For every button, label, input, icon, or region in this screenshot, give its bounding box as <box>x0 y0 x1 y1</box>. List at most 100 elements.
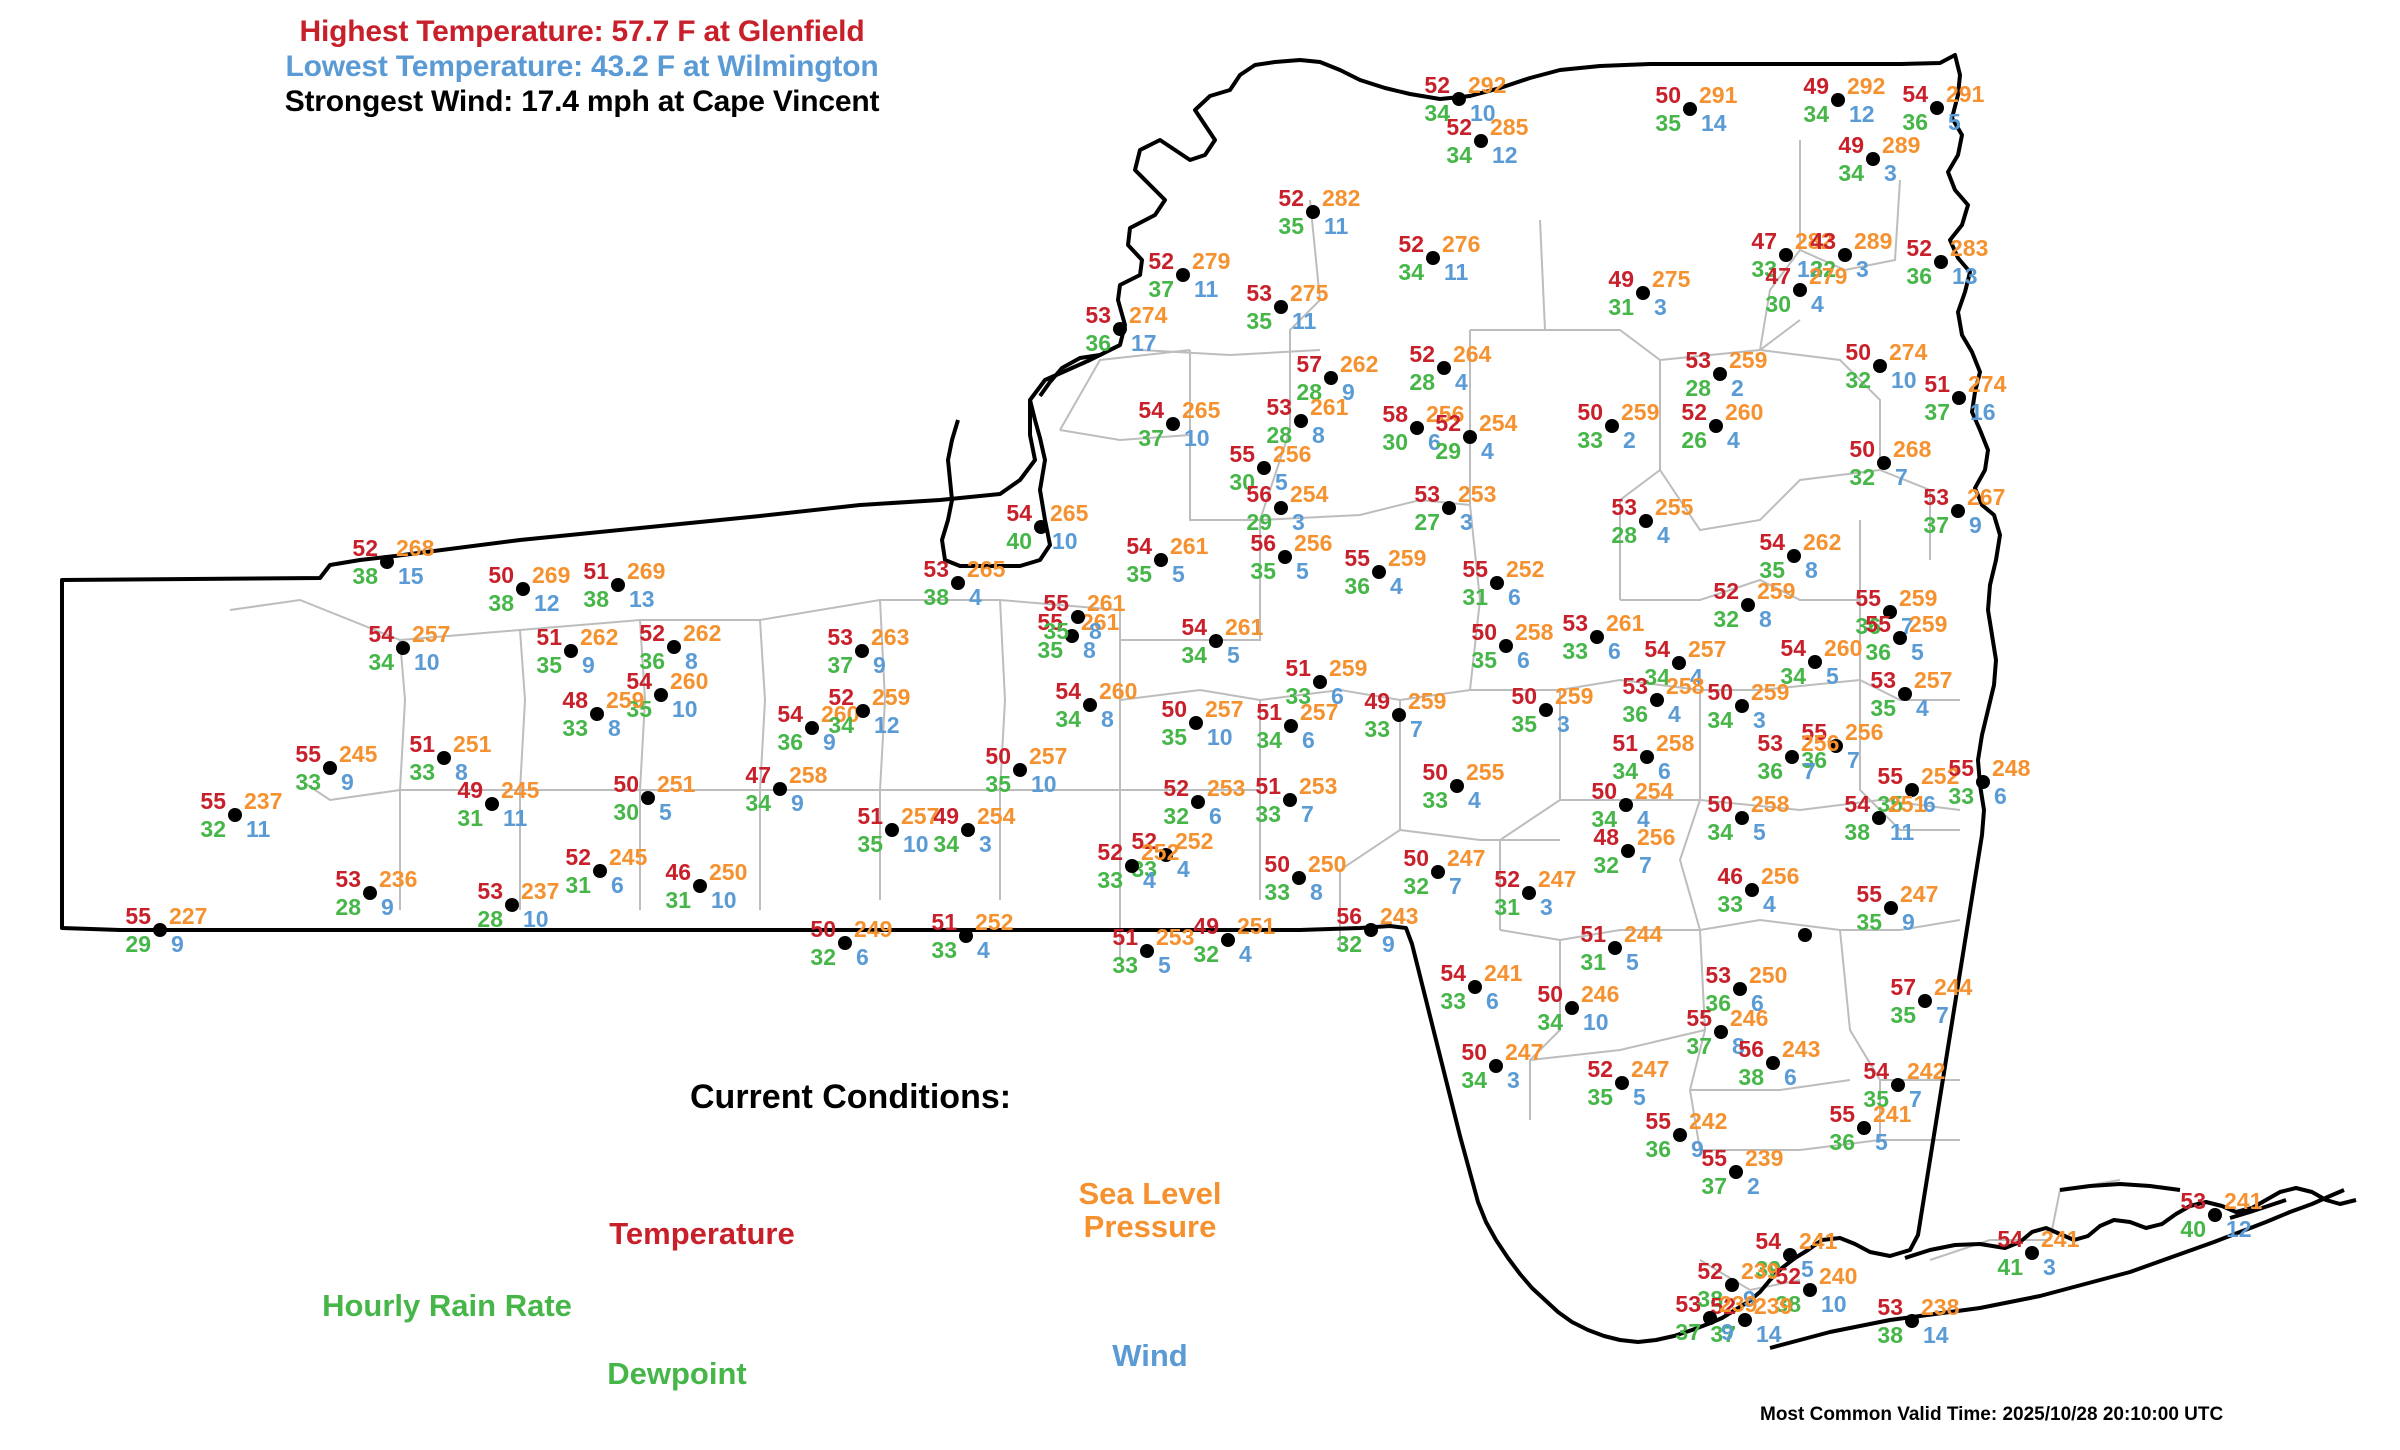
station-temperature: 50 <box>1591 778 1617 804</box>
station-wind: 11 <box>1324 213 1349 239</box>
station-temperature: 48 <box>562 687 588 713</box>
station-wind: 3 <box>1654 294 1667 320</box>
station-dewpoint: 32 <box>1163 803 1189 829</box>
station-pressure: 259 <box>606 687 645 713</box>
station-temperature: 55 <box>1043 590 1069 616</box>
station-marker-dot <box>1468 980 1482 994</box>
station-pressure: 264 <box>1453 341 1492 367</box>
station-wind: 6 <box>1784 1064 1797 1090</box>
station-dewpoint: 26 <box>1681 427 1707 453</box>
station-temperature: 55 <box>1856 881 1882 907</box>
station-marker-dot <box>1866 152 1880 166</box>
station-pressure: 251 <box>453 731 492 757</box>
station-temperature: 53 <box>477 878 503 904</box>
station-pressure: 245 <box>339 741 378 767</box>
station-pressure: 245 <box>609 844 648 870</box>
station-temperature: 54 <box>626 668 652 694</box>
station-temperature: 50 <box>1422 759 1448 785</box>
station-marker-dot <box>1798 928 1812 942</box>
station-marker-dot <box>1474 134 1488 148</box>
station-dewpoint: 35 <box>1870 695 1896 721</box>
station-pressure: 260 <box>670 668 709 694</box>
station-pressure: 258 <box>1656 730 1695 756</box>
station-temperature: 50 <box>1471 619 1497 645</box>
station-dewpoint: 35 <box>1043 618 1069 644</box>
station-temperature: 49 <box>1608 266 1634 292</box>
station-marker-dot <box>363 886 377 900</box>
station-temperature: 47 <box>745 762 771 788</box>
station-marker-dot <box>1452 92 1466 106</box>
station-temperature: 49 <box>1838 132 1864 158</box>
station-wind: 5 <box>1948 109 1961 135</box>
station-pressure: 252 <box>1921 763 1960 789</box>
station-temperature: 54 <box>1126 533 1152 559</box>
station-wind: 7 <box>1847 747 1860 773</box>
station-temperature: 55 <box>1801 719 1827 745</box>
station-wind: 9 <box>381 894 394 920</box>
station-dewpoint: 35 <box>857 831 883 857</box>
station-pressure: 261 <box>1310 394 1349 420</box>
station-dewpoint: 35 <box>1278 213 1304 239</box>
station-temperature: 54 <box>1440 960 1466 986</box>
station-dewpoint: 34 <box>1424 100 1450 126</box>
station-dewpoint: 28 <box>1611 522 1637 548</box>
station-dewpoint: 35 <box>626 696 652 722</box>
station-dewpoint: 32 <box>1713 606 1739 632</box>
station-dewpoint: 34 <box>1644 664 1670 690</box>
station-wind: 6 <box>1517 647 1530 673</box>
station-pressure: 258 <box>1515 619 1554 645</box>
station-wind: 7 <box>1936 1002 1949 1028</box>
station-dewpoint: 32 <box>1849 464 1875 490</box>
station-temperature: 55 <box>1948 755 1974 781</box>
station-temperature: 53 <box>1266 394 1292 420</box>
station-temperature: 53 <box>1877 1294 1903 1320</box>
station-temperature: 54 <box>1138 397 1164 423</box>
station-wind: 10 <box>1184 425 1210 451</box>
station-pressure: 241 <box>1799 1228 1838 1254</box>
station-temperature: 50 <box>810 916 836 942</box>
station-wind: 4 <box>977 937 990 963</box>
station-dewpoint: 36 <box>1757 758 1783 784</box>
station-wind: 5 <box>1826 663 1839 689</box>
station-marker-dot <box>1741 598 1755 612</box>
station-pressure: 267 <box>1967 484 2006 510</box>
station-marker-dot <box>1930 101 1944 115</box>
station-dewpoint: 36 <box>1801 747 1827 773</box>
station-dewpoint: 27 <box>1414 509 1440 535</box>
station-marker-dot <box>1257 461 1271 475</box>
station-dewpoint: 34 <box>1707 819 1733 845</box>
station-wind: 5 <box>1172 561 1185 587</box>
station-dewpoint: 31 <box>1494 894 1520 920</box>
station-pressure: 242 <box>1907 1058 1946 1084</box>
station-dewpoint: 37 <box>1148 276 1174 302</box>
station-dewpoint: 28 <box>1685 375 1711 401</box>
station-dewpoint: 34 <box>1055 706 1081 732</box>
station-wind: 4 <box>1916 695 1929 721</box>
station-pressure: 292 <box>1468 72 1507 98</box>
station-dewpoint: 28 <box>1296 379 1322 405</box>
station-dewpoint: 34 <box>745 790 771 816</box>
station-wind: 12 <box>874 712 900 738</box>
station-temperature: 50 <box>1845 339 1871 365</box>
station-dewpoint: 33 <box>1255 801 1281 827</box>
station-pressure: 239 <box>1745 1145 1784 1171</box>
station-dewpoint: 38 <box>1775 1291 1801 1317</box>
station-wind: 9 <box>341 769 354 795</box>
station-marker-dot <box>773 782 787 796</box>
station-marker-dot <box>641 791 655 805</box>
station-dewpoint: 33 <box>1112 952 1138 978</box>
station-marker-dot <box>1619 798 1633 812</box>
station-marker-dot <box>1951 504 1965 518</box>
station-wind: 5 <box>1753 819 1766 845</box>
station-temperature: 53 <box>923 556 949 582</box>
station-dewpoint: 33 <box>1422 787 1448 813</box>
station-marker-dot <box>590 707 604 721</box>
station-dewpoint: 35 <box>1877 791 1903 817</box>
station-marker-dot <box>667 640 681 654</box>
station-dewpoint: 34 <box>1707 707 1733 733</box>
station-pressure: 260 <box>1099 678 1138 704</box>
station-temperature: 51 <box>1580 921 1606 947</box>
station-marker-dot <box>961 823 975 837</box>
station-temperature: 54 <box>1997 1226 2023 1252</box>
station-dewpoint: 33 <box>1751 256 1777 282</box>
